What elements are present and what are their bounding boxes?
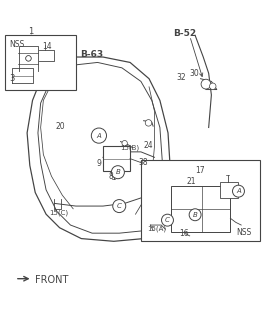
Circle shape — [122, 140, 127, 146]
Text: 17: 17 — [195, 166, 205, 175]
Circle shape — [111, 166, 124, 179]
Text: B: B — [193, 212, 198, 218]
Text: 32: 32 — [176, 73, 186, 82]
Circle shape — [233, 185, 244, 197]
Text: 30: 30 — [190, 69, 199, 78]
Text: B: B — [115, 169, 120, 175]
Text: 20: 20 — [56, 122, 65, 131]
Text: A: A — [236, 188, 241, 194]
Text: B-63: B-63 — [80, 50, 103, 59]
Text: 21: 21 — [187, 177, 196, 186]
Text: 1: 1 — [28, 27, 34, 36]
Text: 9: 9 — [96, 159, 101, 168]
Circle shape — [113, 200, 126, 212]
Text: 8: 8 — [108, 172, 113, 181]
Bar — [220, 182, 238, 198]
Text: B-52: B-52 — [173, 29, 196, 38]
Bar — [141, 160, 260, 241]
Text: A: A — [96, 132, 101, 139]
Bar — [103, 147, 130, 171]
Text: NSS: NSS — [236, 228, 251, 237]
Text: NSS: NSS — [9, 40, 25, 49]
Circle shape — [26, 56, 31, 61]
Text: 15(A): 15(A) — [148, 226, 167, 232]
Circle shape — [143, 162, 147, 166]
Text: 38: 38 — [138, 158, 148, 167]
Text: 16: 16 — [179, 229, 189, 238]
Circle shape — [209, 83, 216, 90]
Bar — [171, 186, 230, 232]
Circle shape — [91, 128, 107, 143]
Text: 15(B): 15(B) — [121, 145, 140, 151]
Text: 24: 24 — [144, 140, 153, 149]
Circle shape — [189, 209, 201, 221]
Text: C: C — [117, 203, 122, 209]
Circle shape — [162, 214, 173, 226]
Text: 3: 3 — [9, 74, 15, 83]
Circle shape — [26, 56, 31, 61]
Text: 14: 14 — [42, 42, 52, 51]
Text: C: C — [165, 217, 170, 223]
Circle shape — [201, 79, 211, 89]
Text: FRONT: FRONT — [35, 275, 69, 285]
Circle shape — [145, 120, 152, 126]
Text: 15(C): 15(C) — [49, 210, 68, 216]
Bar — [5, 35, 76, 90]
